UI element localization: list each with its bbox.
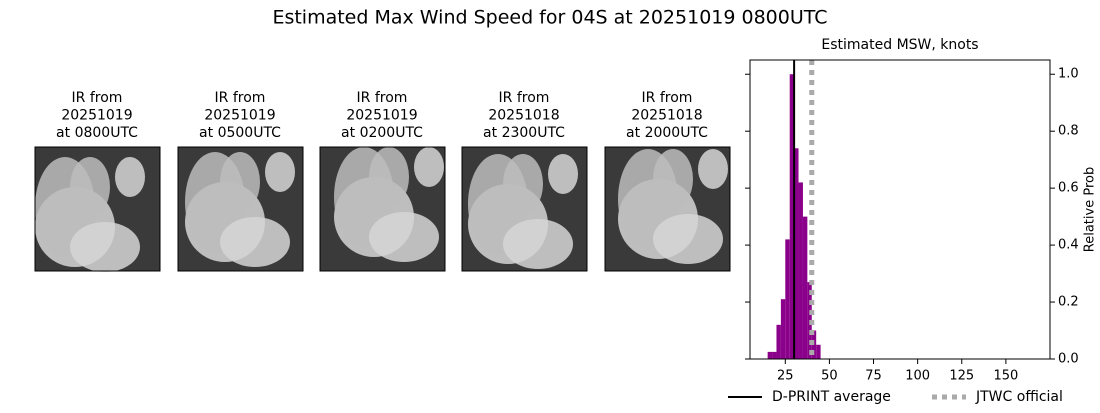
- bar: [780, 299, 786, 359]
- panel-title: at 0500UTC: [199, 125, 281, 141]
- bar: [785, 239, 790, 359]
- image-frame: [604, 146, 731, 272]
- bar: [798, 182, 803, 359]
- bar: [767, 351, 773, 359]
- cloud: [70, 157, 110, 217]
- cloud: [653, 214, 723, 264]
- x-tick-label: 150: [993, 369, 1018, 384]
- ir-image: [177, 146, 304, 272]
- image-frame: [177, 146, 304, 272]
- bar: [789, 74, 795, 359]
- panel-title: IR from: [72, 90, 123, 106]
- cloud: [698, 149, 728, 189]
- panel-title: IR from: [642, 90, 693, 106]
- cloud: [548, 154, 578, 194]
- cloud: [115, 157, 145, 197]
- panel-title: 20251018: [631, 108, 702, 124]
- ir-image: [604, 146, 731, 272]
- panel-title: at 2300UTC: [483, 125, 565, 141]
- cloud: [503, 154, 543, 214]
- cloud: [220, 152, 260, 212]
- legend-label: JTWC official: [975, 389, 1063, 405]
- x-tick-label: 50: [821, 369, 838, 384]
- y-tick-label: 0.6: [1058, 181, 1079, 196]
- bar: [802, 216, 808, 359]
- panel-title: 20251019: [204, 108, 275, 124]
- cloud: [414, 147, 444, 187]
- x-tick-label: 125: [949, 369, 974, 384]
- y-tick-label: 1.0: [1058, 67, 1079, 82]
- y-axis-label: Relative Prob: [1083, 167, 1098, 252]
- x-tick-label: 75: [865, 369, 882, 384]
- cloud: [70, 222, 140, 272]
- panel-title: IR from: [357, 90, 408, 106]
- ir-image: [34, 146, 161, 272]
- figure-title: Estimated Max Wind Speed for 04S at 2025…: [272, 7, 827, 29]
- ir-image: [319, 146, 446, 272]
- y-tick-label: 0.8: [1058, 124, 1079, 139]
- y-tick-label: 0.4: [1058, 238, 1079, 253]
- panel-title: at 2000UTC: [626, 125, 708, 141]
- bar: [772, 351, 777, 359]
- bar: [816, 344, 821, 359]
- cloud: [220, 217, 290, 267]
- axes-frame: [749, 59, 1051, 360]
- panel-title: at 0800UTC: [56, 125, 138, 141]
- panel-title: 20251018: [488, 108, 559, 124]
- image-frame: [319, 146, 446, 272]
- x-tick-label: 25: [777, 369, 794, 384]
- cloud: [369, 147, 409, 207]
- panel-title: IR from: [215, 90, 266, 106]
- x-tick-label: 100: [905, 369, 930, 384]
- ir-image: [461, 146, 588, 272]
- cloud: [503, 219, 573, 269]
- cloud: [265, 152, 295, 192]
- y-tick-label: 0.2: [1058, 295, 1079, 310]
- bar: [776, 324, 781, 359]
- image-frame: [34, 146, 161, 272]
- cloud: [653, 149, 693, 209]
- panel-title: 20251019: [61, 108, 132, 124]
- y-tick-label: 0.0: [1058, 352, 1079, 367]
- panel-title: at 0200UTC: [341, 125, 423, 141]
- chart-title: Estimated MSW, knots: [821, 37, 978, 53]
- panel-title: 20251019: [346, 108, 417, 124]
- panel-title: IR from: [499, 90, 550, 106]
- image-frame: [461, 146, 588, 272]
- cloud: [369, 212, 439, 262]
- legend-label: D-PRINT average: [772, 389, 891, 405]
- bar: [794, 148, 799, 359]
